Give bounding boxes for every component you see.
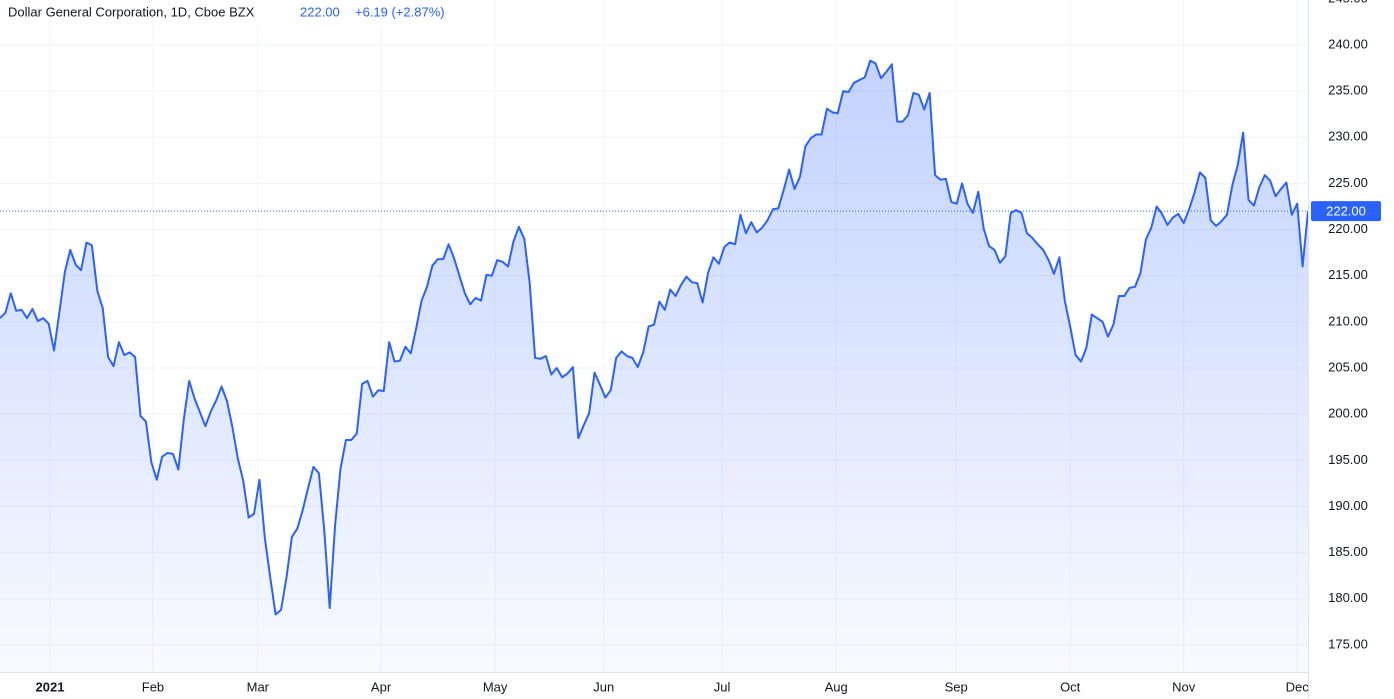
x-tick-label: May [483, 679, 508, 694]
x-tick-label: Sep [945, 679, 968, 694]
y-tick-label: 245.00 [1328, 0, 1368, 5]
y-tick-label: 185.00 [1328, 544, 1368, 559]
x-tick-label: Nov [1172, 679, 1196, 694]
y-tick-label: 180.00 [1328, 590, 1368, 605]
y-tick-label: 215.00 [1328, 267, 1368, 282]
last-price-label: 222.00 [1326, 204, 1366, 219]
x-tick-label: Feb [142, 679, 164, 694]
mark-layer [0, 59, 1309, 672]
price-line [0, 59, 1309, 616]
y-tick-label: 230.00 [1328, 129, 1368, 144]
y-tick-label: 200.00 [1328, 406, 1368, 421]
x-tick-label: Oct [1060, 679, 1081, 694]
y-tick-label: 175.00 [1328, 636, 1368, 651]
legend-bg [0, 0, 470, 26]
y-tick-label: 225.00 [1328, 175, 1368, 190]
y-tick-label: 210.00 [1328, 313, 1368, 328]
header-change: +6.19 (+2.87%) [355, 4, 445, 19]
y-tick-label: 235.00 [1328, 83, 1368, 98]
chart-title: Dollar General Corporation, 1D, Cboe BZX [8, 4, 255, 19]
x-tick-label: Jun [593, 679, 614, 694]
x-tick-label: Jul [714, 679, 731, 694]
header-price: 222.00 [300, 4, 340, 19]
y-tick-label: 240.00 [1328, 36, 1368, 51]
y-tick-label: 190.00 [1328, 498, 1368, 513]
x-tick-label: 2021 [36, 679, 65, 694]
last-price-box [1311, 201, 1381, 222]
x-tick-label: Aug [825, 679, 848, 694]
x-tick-label: Dec [1286, 679, 1310, 694]
y-tick-label: 220.00 [1328, 221, 1368, 236]
label-layer: 175.00 180.00 185.00 190.00 195.00 200.00 205.… [36, 0, 1381, 694]
x-tick-label: Mar [247, 679, 270, 694]
y-tick-label: 195.00 [1328, 452, 1368, 467]
y-tick-label: 205.00 [1328, 359, 1368, 374]
x-tick-label: Apr [371, 679, 392, 694]
area-fill [0, 60, 1308, 672]
